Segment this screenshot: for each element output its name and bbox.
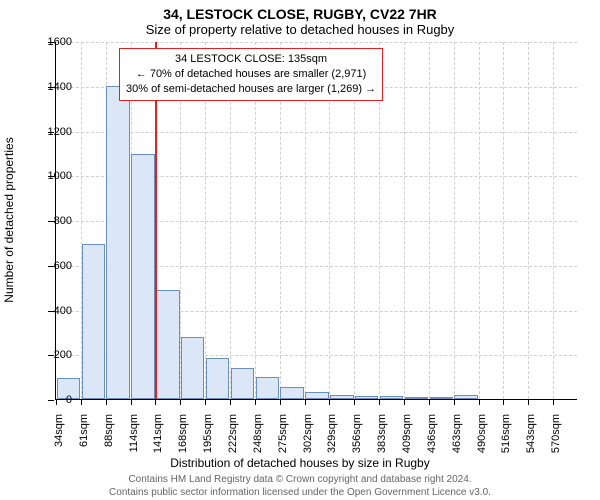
x-tick-label: 436sqm xyxy=(426,414,438,453)
y-axis-label: Number of detached properties xyxy=(2,137,16,302)
histogram-bar xyxy=(454,395,477,399)
annotation-line-3: 30% of semi-detached houses are larger (… xyxy=(126,82,376,97)
histogram-bar xyxy=(206,358,229,399)
x-tick xyxy=(131,399,132,405)
x-tick xyxy=(205,399,206,405)
x-tick xyxy=(230,399,231,405)
x-axis-label: Distribution of detached houses by size … xyxy=(0,456,600,470)
histogram-bar xyxy=(82,244,105,400)
footer-line-2: Contains public sector information licen… xyxy=(0,487,600,500)
x-tick-label: 141sqm xyxy=(152,414,164,453)
x-tick xyxy=(479,399,480,405)
gridline-v xyxy=(553,42,554,399)
x-tick-label: 114sqm xyxy=(128,414,140,452)
plot-region: 34 LESTOCK CLOSE: 135sqm ← 70% of detach… xyxy=(55,42,577,400)
x-tick-label: 248sqm xyxy=(252,414,264,453)
x-tick-label: 356sqm xyxy=(351,414,363,453)
footer-line-1: Contains HM Land Registry data © Crown c… xyxy=(0,474,600,487)
gridline-v xyxy=(528,42,529,399)
histogram-bar xyxy=(305,392,328,399)
x-tick xyxy=(280,399,281,405)
gridline-v xyxy=(404,42,405,399)
histogram-bar xyxy=(430,397,453,399)
gridline-v xyxy=(454,42,455,399)
marker-annotation: 34 LESTOCK CLOSE: 135sqm ← 70% of detach… xyxy=(119,48,383,101)
gridline-h xyxy=(56,42,577,43)
gridline-v xyxy=(479,42,480,399)
histogram-bar xyxy=(181,337,204,399)
x-tick-label: 490sqm xyxy=(476,414,488,453)
x-tick-label: 88sqm xyxy=(103,414,115,447)
x-tick-label: 222sqm xyxy=(227,414,239,453)
x-tick xyxy=(528,399,529,405)
x-tick-label: 463sqm xyxy=(451,414,463,453)
y-tick-label: 0 xyxy=(66,394,72,406)
y-tick-label: 1200 xyxy=(48,126,72,138)
x-tick-label: 329sqm xyxy=(326,414,338,453)
x-tick-label: 383sqm xyxy=(376,414,388,453)
x-tick xyxy=(354,399,355,405)
x-tick xyxy=(155,399,156,405)
x-tick-label: 195sqm xyxy=(202,414,214,453)
annotation-line-2: ← 70% of detached houses are smaller (2,… xyxy=(126,67,376,82)
chart-title: 34, LESTOCK CLOSE, RUGBY, CV22 7HR xyxy=(0,0,600,22)
x-tick-label: 168sqm xyxy=(177,414,189,453)
x-tick xyxy=(429,399,430,405)
y-tick-label: 1000 xyxy=(48,170,72,182)
y-tick xyxy=(48,400,54,401)
y-tick-label: 400 xyxy=(54,305,72,317)
x-tick xyxy=(404,399,405,405)
y-tick-label: 800 xyxy=(54,215,72,227)
chart-subtitle: Size of property relative to detached ho… xyxy=(0,22,600,39)
x-tick-label: 34sqm xyxy=(53,414,65,447)
x-tick xyxy=(255,399,256,405)
x-tick xyxy=(379,399,380,405)
gridline-v xyxy=(503,42,504,399)
histogram-bar xyxy=(330,395,353,399)
gridline-h xyxy=(56,132,577,133)
histogram-bar xyxy=(231,368,254,399)
histogram-bar xyxy=(156,290,179,399)
x-tick-label: 543sqm xyxy=(525,414,537,453)
x-tick xyxy=(106,399,107,405)
x-tick-label: 302sqm xyxy=(302,414,314,453)
histogram-bar xyxy=(380,396,403,399)
x-tick xyxy=(56,399,57,405)
y-tick-label: 600 xyxy=(54,260,72,272)
x-tick xyxy=(305,399,306,405)
annotation-line-1: 34 LESTOCK CLOSE: 135sqm xyxy=(126,52,376,67)
x-tick xyxy=(81,399,82,405)
x-tick-label: 61sqm xyxy=(78,414,90,447)
histogram-bar xyxy=(256,377,279,399)
x-tick xyxy=(503,399,504,405)
x-tick-label: 275sqm xyxy=(277,414,289,453)
x-tick xyxy=(553,399,554,405)
y-tick-label: 1600 xyxy=(48,36,72,48)
attribution-footer: Contains HM Land Registry data © Crown c… xyxy=(0,474,600,499)
x-tick xyxy=(329,399,330,405)
histogram-bar xyxy=(280,387,303,399)
histogram-bar xyxy=(106,86,129,399)
x-tick xyxy=(454,399,455,405)
histogram-bar xyxy=(405,397,428,399)
gridline-v xyxy=(429,42,430,399)
x-tick-label: 409sqm xyxy=(401,414,413,453)
y-tick-label: 1400 xyxy=(48,81,72,93)
y-tick-label: 200 xyxy=(54,349,72,361)
histogram-bar xyxy=(131,154,154,399)
x-tick-label: 570sqm xyxy=(550,414,562,453)
x-tick xyxy=(180,399,181,405)
histogram-bar xyxy=(355,396,378,399)
x-tick-label: 516sqm xyxy=(500,414,512,453)
